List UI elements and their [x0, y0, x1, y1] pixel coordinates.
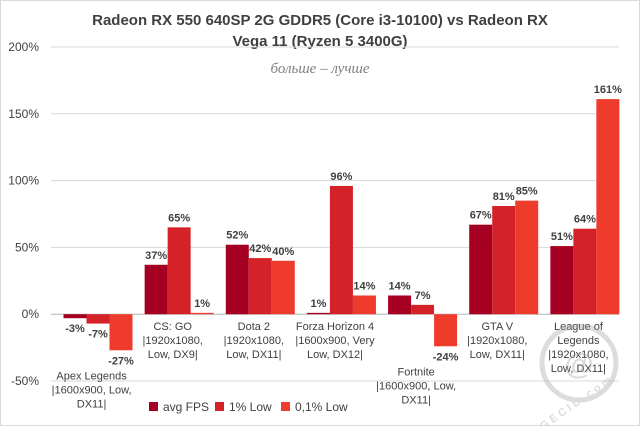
legend-label: 1% Low	[229, 400, 272, 414]
legend-swatch	[281, 402, 290, 411]
category-label: Low, DX11|	[551, 363, 606, 375]
y-tick-label: 0%	[22, 307, 40, 321]
category-label: Legends	[557, 335, 600, 347]
category-label: Low, DX9|	[148, 349, 198, 361]
data-label: -7%	[88, 329, 108, 341]
bar-1-low	[86, 314, 110, 324]
data-label: -24%	[433, 351, 459, 363]
data-label: 1%	[194, 298, 210, 310]
bar-avg-fps	[388, 295, 412, 315]
data-label: 52%	[226, 230, 248, 242]
bar-avg-fps	[144, 264, 168, 315]
bar-avg-fps	[225, 244, 249, 315]
y-tick-label: 150%	[8, 107, 39, 121]
bar-0-1-low	[271, 260, 295, 315]
category-label: |1920x1080,	[467, 335, 527, 347]
data-label: 96%	[330, 171, 352, 183]
watermark-ring	[539, 323, 619, 403]
watermark-glyph: @	[564, 348, 593, 381]
data-label: 7%	[415, 290, 431, 302]
bar-avg-fps	[63, 314, 87, 319]
chart-title-line: Vega 11 (Ryzen 5 3400G)	[232, 33, 407, 50]
bar-1-low	[167, 227, 191, 315]
bar-0-1-low	[434, 314, 458, 347]
category-label: |1920x1080,	[224, 335, 284, 347]
category-label: |1600x900, Low,	[52, 384, 132, 396]
bar-0-1-low	[109, 314, 133, 351]
data-label: 64%	[574, 214, 596, 226]
bar-0-1-low	[515, 200, 539, 315]
category-label: DX11|	[77, 398, 107, 410]
data-label: 161%	[594, 84, 622, 96]
category-label: Apex Legends	[56, 370, 127, 382]
category-label: Dota 2	[238, 321, 270, 333]
legend-label: avg FPS	[163, 400, 209, 414]
data-label: 85%	[516, 186, 538, 198]
legend-label: 0,1% Low	[295, 400, 348, 414]
bar-0-1-low	[190, 312, 214, 315]
y-tick-label: 50%	[15, 240, 39, 254]
data-label: 40%	[272, 246, 294, 258]
bar-1-low	[329, 185, 353, 315]
y-tick-label: 200%	[8, 40, 39, 54]
category-label: League of	[554, 321, 604, 333]
category-label: Fortnite	[397, 366, 434, 378]
bar-0-1-low	[596, 99, 620, 315]
category-label: GTA V	[481, 321, 513, 333]
category-label: |1600x900, Low,	[376, 380, 456, 392]
category-label: |1920x1080,	[548, 349, 608, 361]
category-label: DX11|	[401, 394, 431, 406]
data-label: 51%	[551, 231, 573, 243]
data-label: 37%	[145, 250, 167, 262]
category-label: |1920x1080,	[143, 335, 203, 347]
data-label: -3%	[65, 323, 85, 335]
y-tick-label: 100%	[8, 174, 39, 188]
chart-subtitle: больше – лучше	[271, 61, 370, 77]
bar-0-1-low	[352, 295, 376, 315]
data-label: 14%	[353, 280, 375, 292]
y-tick-label: -50%	[11, 374, 39, 388]
data-label: 42%	[249, 243, 271, 255]
legend-swatch	[149, 402, 158, 411]
bar-1-low	[492, 205, 516, 315]
category-label: CS: GO	[153, 321, 192, 333]
category-label: Low, DX11|	[226, 349, 281, 361]
category-label: Low, DX12|	[307, 349, 363, 361]
legend-swatch	[215, 402, 224, 411]
bar-1-low	[411, 304, 435, 315]
category-label: |1600x900, Very	[295, 335, 375, 347]
data-label: 65%	[168, 212, 190, 224]
data-label: 81%	[493, 191, 515, 203]
category-label: Forza Horizon 4	[296, 321, 374, 333]
data-label: 1%	[310, 298, 326, 310]
bar-avg-fps	[550, 246, 574, 315]
category-label: Low, DX11|	[470, 349, 525, 361]
chart-title-line: Radeon RX 550 640SP 2G GDDR5 (Core i3-10…	[92, 12, 548, 29]
data-label: 67%	[470, 210, 492, 222]
data-label: 14%	[389, 280, 411, 292]
bar-1-low	[573, 228, 597, 315]
bar-1-low	[248, 258, 272, 315]
bar-avg-fps	[469, 224, 493, 315]
data-label: -27%	[108, 355, 134, 367]
bar-avg-fps	[306, 312, 330, 315]
